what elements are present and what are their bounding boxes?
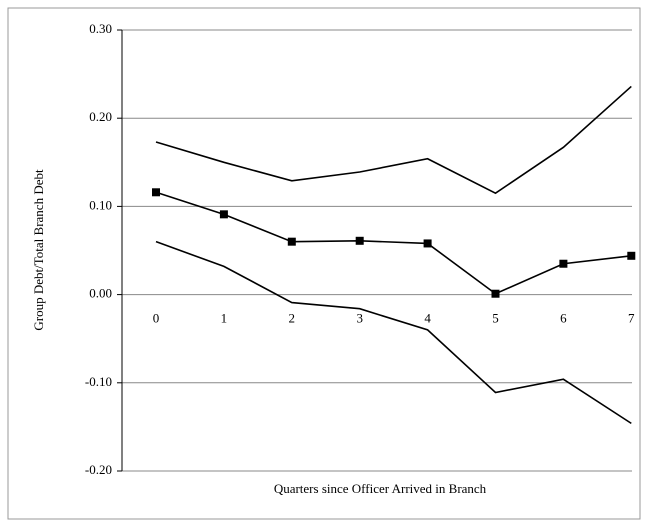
x-tick-label: 0 [153, 311, 160, 326]
y-tick-label: 0.00 [89, 286, 112, 301]
marker [423, 239, 432, 248]
x-tick-label: 3 [356, 311, 363, 326]
y-tick-label: 0.20 [89, 109, 112, 124]
y-tick-label: -0.10 [85, 374, 112, 389]
y-axis-title: Group Debt/Total Branch Debt [31, 169, 46, 331]
chart-border [7, 7, 641, 520]
series-line [155, 240, 632, 425]
x-tick-label: 6 [560, 311, 567, 326]
x-axis-title: Quarters since Officer Arrived in Branch [274, 481, 487, 496]
marker [559, 259, 568, 268]
x-tick-label: 2 [289, 311, 296, 326]
y-tick-label: -0.20 [85, 462, 112, 477]
marker [219, 210, 228, 219]
marker [287, 237, 296, 246]
marker [152, 188, 160, 197]
y-tick-label: 0.10 [89, 197, 112, 212]
x-tick-label: 4 [424, 311, 431, 326]
marker [491, 289, 500, 298]
series-line [155, 85, 632, 195]
y-tick-label: 0.30 [89, 21, 112, 36]
x-tick-label: 1 [221, 311, 228, 326]
x-tick-label: 7 [628, 311, 635, 326]
series-line [155, 191, 632, 295]
marker [355, 236, 364, 245]
x-tick-label: 5 [492, 311, 499, 326]
marker [627, 251, 636, 260]
